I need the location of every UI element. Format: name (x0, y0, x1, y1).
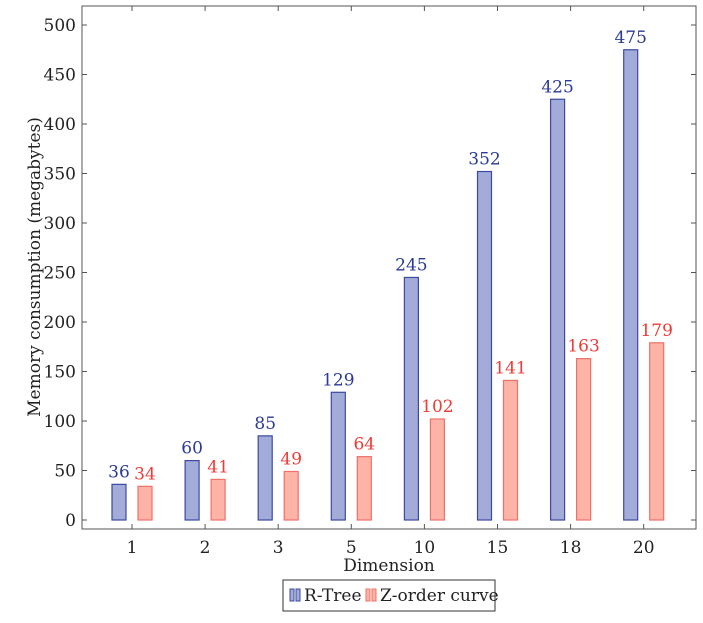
bar-zorder (137, 485, 153, 521)
data-label: 141 (494, 358, 526, 378)
y-tick-label: 450 (44, 66, 76, 86)
data-label: 49 (280, 449, 302, 469)
data-label: 475 (614, 28, 646, 48)
legend-swatch (371, 588, 377, 602)
bar-rtree (184, 460, 200, 521)
y-tick-label: 250 (44, 264, 76, 284)
data-label: 60 (181, 439, 203, 459)
x-tick-label: 2 (200, 538, 211, 558)
data-label: 41 (207, 457, 229, 477)
data-label: 163 (567, 337, 599, 357)
legend-box (282, 579, 496, 612)
bar-rtree (623, 49, 639, 521)
legend-label: R-Tree (304, 586, 362, 606)
x-tick-label: 5 (346, 538, 357, 558)
y-tick-label: 350 (44, 165, 76, 185)
bars-layer (111, 49, 665, 521)
data-label: 129 (322, 370, 354, 390)
data-label: 425 (541, 77, 573, 97)
data-labels-layer: 36 60 85 129 245 352 425 475 34 41 49 64 102 141 163 17… (108, 28, 673, 485)
data-label: 352 (468, 150, 500, 170)
bar-zorder (210, 478, 226, 521)
x-tick-label: 15 (487, 538, 509, 558)
x-tick-label: 1 (127, 538, 138, 558)
data-label: 64 (353, 435, 375, 455)
y-tick-label: 150 (44, 363, 76, 383)
y-tick-label: 400 (44, 115, 76, 135)
y-tick-label: 50 (54, 462, 76, 482)
y-tick-label: 100 (44, 412, 76, 432)
data-label: 179 (640, 321, 672, 341)
x-tick-label: 3 (273, 538, 284, 558)
bar-zorder (502, 379, 519, 521)
bar-rtree (403, 276, 419, 521)
bar-rtree (549, 98, 566, 521)
bar-rtree (330, 391, 346, 521)
bar-rtree (476, 170, 493, 521)
data-label: 85 (254, 414, 276, 434)
y-tick-label: 300 (44, 214, 76, 234)
bar-rtree (111, 483, 127, 521)
bar-zorder (356, 456, 372, 521)
x-tick-label: 18 (560, 538, 582, 558)
legend-label: Z-order curve (380, 586, 499, 606)
y-axis: 0 50 100 150 200 250 300 350 400 450 500 (44, 16, 696, 531)
x-tick-label: 10 (414, 538, 436, 558)
legend: R-Tree Z-order curve (282, 579, 499, 612)
data-label: 245 (395, 255, 427, 275)
bar-rtree (257, 435, 273, 521)
legend-swatch (295, 588, 301, 602)
legend-swatch (289, 588, 295, 602)
bar-zorder (283, 470, 299, 521)
y-tick-label: 500 (44, 16, 76, 36)
x-tick-label: 20 (633, 538, 655, 558)
legend-swatch (365, 588, 371, 602)
data-label: 34 (134, 464, 156, 484)
plot-frame (81, 5, 697, 530)
x-axis: 1 2 3 5 10 15 18 20 (127, 6, 655, 558)
data-label: 36 (108, 462, 130, 482)
bar-zorder (649, 342, 665, 521)
bar-zorder (429, 418, 445, 521)
data-label: 102 (421, 397, 453, 417)
y-axis-label: Memory consumption (megabytes) (25, 117, 45, 417)
bar-zorder (575, 358, 592, 521)
x-axis-label: Dimension (343, 556, 435, 576)
y-tick-label: 0 (65, 511, 76, 531)
y-tick-label: 200 (44, 313, 76, 333)
